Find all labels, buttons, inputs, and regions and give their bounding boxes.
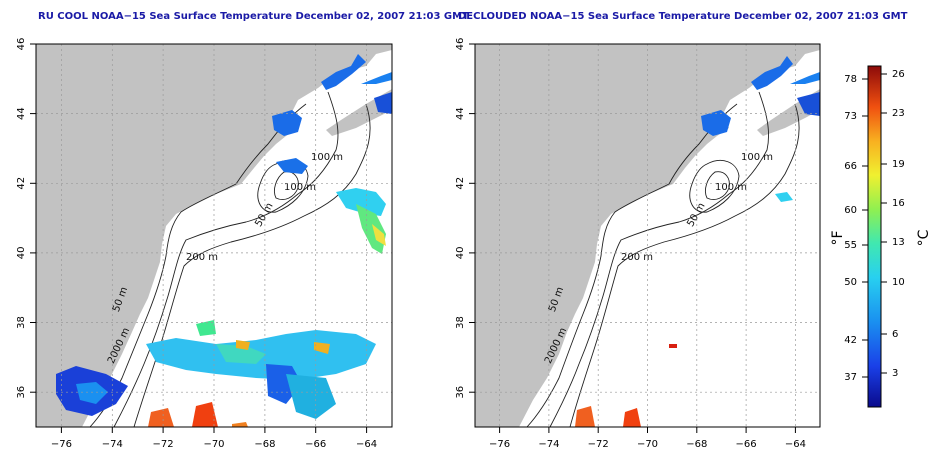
celsius-tick: 3 (892, 368, 898, 379)
x-tick-label: −74 (102, 439, 123, 450)
x-tick-label: −64 (356, 439, 377, 450)
x-tick-label: −64 (785, 439, 806, 450)
fahrenheit-tick: 66 (844, 161, 857, 172)
fahrenheit-tick: 37 (844, 372, 857, 383)
fahrenheit-tick: 78 (844, 74, 857, 85)
y-tick-label: 42 (455, 177, 466, 190)
land-mass (475, 44, 820, 427)
fahrenheit-tick: 73 (844, 111, 857, 122)
celsius-tick: 23 (892, 108, 905, 119)
land-mass (36, 44, 392, 427)
grid-lines (475, 44, 820, 427)
fahrenheit-unit-label: °F (830, 230, 846, 245)
x-tick-label: −68 (254, 439, 275, 450)
right-sst-map: 100 m 100 m 50 m 200 m 50 m 2000 m (455, 38, 821, 450)
celsius-tick: 10 (892, 277, 905, 288)
contour-label: 100 m (741, 152, 773, 163)
y-tick-label: 38 (16, 316, 27, 329)
x-tick-label: −66 (736, 439, 757, 450)
grid-lines (36, 44, 392, 427)
y-tick-label: 42 (16, 177, 27, 190)
x-tick-label: −70 (203, 439, 224, 450)
y-tick-label: 44 (455, 107, 466, 120)
y-tick-label: 38 (455, 316, 466, 329)
y-tick-label: 36 (455, 386, 466, 399)
x-tick-label: −72 (588, 439, 609, 450)
x-tick-label: −72 (153, 439, 174, 450)
contour-label: 100 m (284, 182, 316, 193)
contour-label: 100 m (715, 182, 747, 193)
left-panel-title: RU COOL NOAA−15 Sea Surface Temperature … (38, 11, 469, 22)
colorbar-scale (867, 65, 882, 408)
y-tick-label: 44 (16, 107, 27, 120)
sst-patches (56, 54, 392, 427)
right-panel-title: DECLOUDED NOAA−15 Sea Surface Temperatur… (458, 11, 908, 22)
y-tick-label: 36 (16, 386, 27, 399)
celsius-tick: 16 (892, 198, 905, 209)
x-tick-label: −76 (489, 439, 510, 450)
fahrenheit-tick: 50 (844, 277, 857, 288)
y-tick-label: 46 (455, 38, 466, 51)
contour-label: 100 m (311, 152, 343, 163)
colorbar: 78 73 66 60 55 50 42 37 26 23 19 16 13 1… (830, 65, 932, 408)
contour-label: 200 m (621, 252, 653, 263)
celsius-tick: 19 (892, 159, 905, 170)
celsius-tick: 6 (892, 329, 898, 340)
y-tick-label: 40 (16, 247, 27, 260)
sst-patches (575, 56, 820, 427)
x-tick-label: −66 (305, 439, 326, 450)
x-tick-label: −68 (686, 439, 707, 450)
fahrenheit-tick: 60 (844, 205, 857, 216)
celsius-tick: 13 (892, 237, 905, 248)
x-tick-label: −76 (51, 439, 72, 450)
y-tick-label: 46 (16, 38, 27, 51)
isobath-contours (526, 91, 800, 428)
fahrenheit-tick: 55 (844, 240, 857, 251)
celsius-unit-label: °C (916, 229, 932, 246)
contour-label: 200 m (186, 252, 218, 263)
celsius-tick: 26 (892, 69, 905, 80)
fahrenheit-tick: 42 (844, 335, 857, 346)
y-tick-label: 40 (455, 247, 466, 260)
x-tick-label: −70 (637, 439, 658, 450)
left-sst-map: 100 m 100 m 50 m 200 m 50 m 2000 m (16, 38, 393, 450)
x-tick-label: −74 (538, 439, 559, 450)
